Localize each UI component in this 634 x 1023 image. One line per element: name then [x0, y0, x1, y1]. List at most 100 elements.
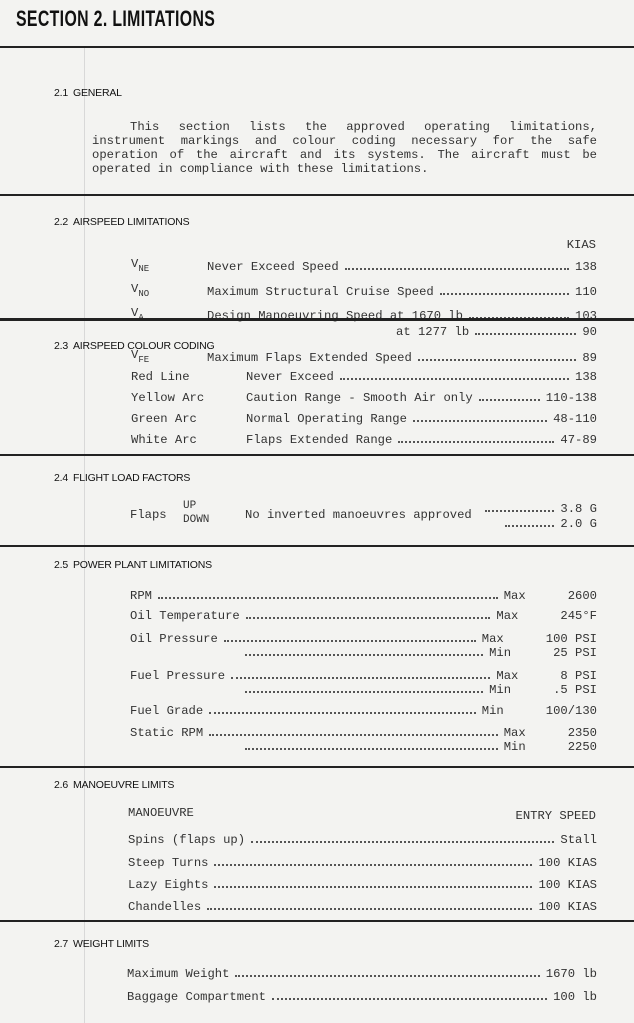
value: 2250	[567, 740, 597, 754]
value: 8 PSI	[560, 669, 597, 683]
value: 100 KIAS	[538, 856, 597, 870]
marking: Green Arc	[131, 412, 197, 426]
value: 110	[575, 285, 597, 299]
section-number: 2.7	[54, 938, 68, 950]
item-label: Chandelles	[128, 900, 202, 914]
symbol: V	[131, 282, 139, 296]
section-heading-weight: 2.7 WEIGHT LIMITS	[54, 938, 149, 950]
section-number: 2.6	[54, 779, 68, 791]
item-label: Lazy Eights	[128, 878, 209, 892]
airspeed-row: VNO Maximum Structural Cruise Speed 110	[0, 282, 597, 299]
limit-type: Min	[503, 740, 526, 754]
table-row: Min 25 PSI	[0, 646, 597, 660]
divider	[0, 766, 634, 768]
section-title: FLIGHT LOAD FACTORS	[73, 472, 191, 484]
item-label: Maximum Weight	[127, 967, 230, 981]
symbol-sub: FE	[138, 355, 150, 365]
flaps-down-label: DOWN	[183, 514, 210, 526]
dot-leader	[478, 399, 540, 401]
table-row: Steep Turns 100 KIAS	[0, 856, 597, 870]
dot-leader	[412, 420, 548, 422]
dot-leader	[209, 712, 476, 714]
symbol-sub: NO	[138, 289, 150, 299]
dot-leader	[245, 617, 491, 619]
table-row: Fuel Pressure Max 8 PSI	[0, 669, 597, 683]
value: 2350	[567, 726, 597, 740]
value: 1670 lb	[545, 967, 597, 981]
section-title: GENERAL	[73, 87, 122, 99]
table-row: Static RPM Max 2350	[0, 726, 597, 740]
dot-leader	[251, 841, 555, 843]
table-row: Oil Temperature Max 245°F	[0, 609, 597, 623]
dot-leader	[209, 734, 498, 736]
limit-type: Max	[503, 589, 526, 603]
dot-leader	[398, 441, 555, 443]
load-row: 3.8 G	[0, 502, 597, 516]
divider	[0, 920, 634, 922]
section-heading-load-factors: 2.4 FLIGHT LOAD FACTORS	[54, 472, 190, 484]
symbol: V	[131, 306, 139, 320]
colour-row: Green Arc Normal Operating Range 48-110	[0, 412, 597, 426]
value: .5 PSI	[553, 683, 597, 697]
value: 138	[575, 370, 597, 384]
value: 25 PSI	[553, 646, 597, 660]
limit-type: Max	[496, 669, 519, 683]
section-title: AIRSPEED LIMITATIONS	[73, 216, 190, 228]
description: Never Exceed	[246, 370, 334, 384]
limit-type: Min	[489, 646, 512, 660]
item-label: Spins (flaps up)	[128, 833, 246, 847]
colour-row: Red Line Never Exceed 138	[0, 370, 597, 384]
divider	[0, 46, 634, 48]
table-row: Oil Pressure Max 100 PSI	[0, 632, 597, 646]
value: 89	[582, 351, 597, 365]
load-row: 2.0 G	[0, 517, 597, 531]
section-heading-manoeuvre: 2.6 MANOEUVRE LIMITS	[54, 779, 174, 791]
section-title: POWER PLANT LIMITATIONS	[73, 559, 212, 571]
dot-leader	[439, 293, 570, 295]
limit-type: Max	[503, 726, 526, 740]
value: 100 lb	[553, 990, 597, 1004]
value: Stall	[560, 833, 597, 847]
limit-type: Max	[496, 609, 519, 623]
description: Flaps Extended Range	[246, 433, 393, 447]
limit-type: Max	[481, 632, 504, 646]
section-heading-airspeed: 2.2 AIRSPEED LIMITATIONS	[54, 216, 190, 228]
section-heading-power-plant: 2.5 POWER PLANT LIMITATIONS	[54, 559, 212, 571]
marking: Red Line	[131, 370, 190, 384]
value: 3.8 G	[560, 502, 597, 516]
dot-leader	[214, 864, 533, 866]
item-label: Static RPM	[130, 726, 204, 740]
section-title: AIRSPEED COLOUR CODING	[73, 340, 215, 352]
page-title: SECTION 2. LIMITATIONS	[16, 6, 216, 31]
section-number: 2.2	[54, 216, 68, 228]
value: 2.0 G	[560, 517, 597, 531]
column-header-manoeuvre: MANOEUVRE	[128, 806, 194, 820]
item-label: Fuel Pressure	[130, 669, 226, 683]
table-row: Fuel Grade Min 100/130	[0, 704, 597, 718]
item-label: Oil Temperature	[130, 609, 240, 623]
marking: Yellow Arc	[131, 391, 205, 405]
divider	[0, 194, 634, 196]
colour-row: Yellow Arc Caution Range - Smooth Air onl…	[0, 391, 597, 405]
dot-leader	[245, 691, 484, 693]
value: 245°F	[560, 609, 597, 623]
margin-line	[84, 48, 85, 1023]
section-heading-colour-coding: 2.3 AIRSPEED COLOUR CODING	[54, 340, 215, 352]
dot-leader	[245, 654, 484, 656]
section-number: 2.5	[54, 559, 68, 571]
value: 100 KIAS	[538, 878, 597, 892]
dot-leader	[231, 677, 491, 679]
dot-leader	[475, 333, 577, 335]
table-row: RPM Max 2600	[0, 589, 597, 603]
description: Never Exceed Speed	[207, 260, 339, 274]
section-heading-general: 2.1 GENERAL	[54, 87, 122, 99]
airspeed-row: VNE Never Exceed Speed 138	[0, 257, 597, 274]
value: 100 KIAS	[538, 900, 597, 914]
value: 138	[575, 260, 597, 274]
section-title: WEIGHT LIMITS	[73, 938, 149, 950]
item-label: RPM	[130, 589, 152, 603]
dot-leader	[344, 268, 570, 270]
table-row: Chandelles 100 KIAS	[0, 900, 597, 914]
symbol: V	[131, 257, 139, 271]
table-row: Min 2250	[0, 740, 597, 754]
